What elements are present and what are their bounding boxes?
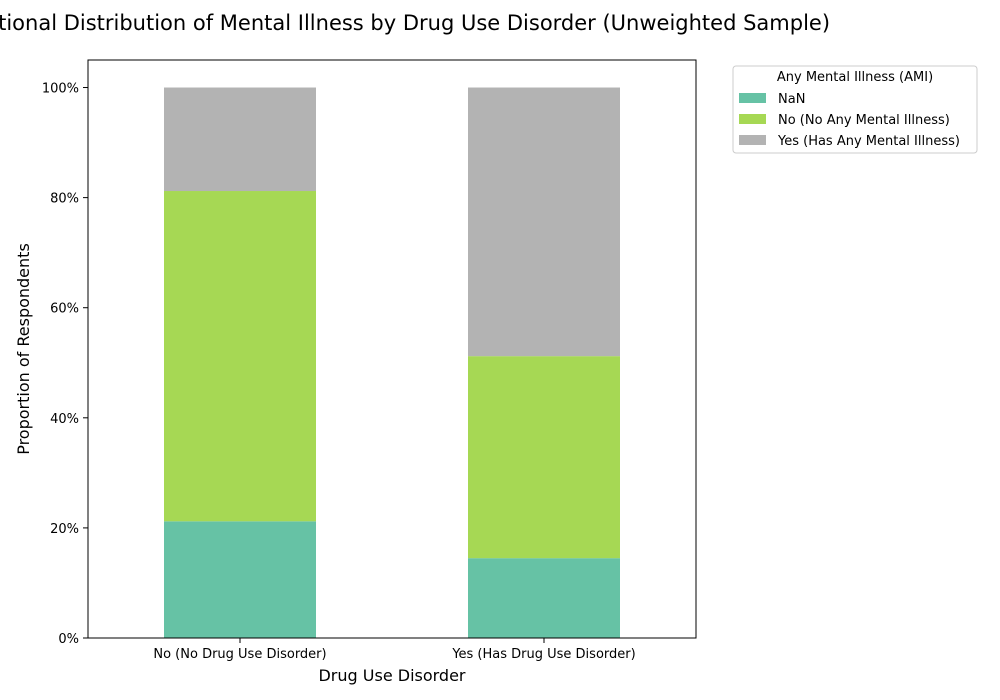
bar-segment-0-2 [164, 87, 316, 192]
y-axis-ticks: 0% 20% 40% 60% 80% 100% [42, 82, 88, 647]
legend-title: Any Mental Illness (AMI) [777, 70, 933, 85]
bar-segment-1-0 [468, 558, 620, 638]
bars-group [164, 87, 620, 638]
y-tick-label: 60% [50, 302, 79, 317]
legend-swatch [739, 114, 766, 124]
y-tick-label: 80% [50, 192, 79, 207]
x-axis-label: Drug Use Disorder [318, 666, 465, 685]
legend-frame [732, 65, 978, 154]
legend-items: NaN No (No Any Mental Illness) Yes (Has An… [739, 92, 960, 149]
bar-segment-0-1 [164, 191, 316, 522]
legend-label: NaN [778, 92, 805, 107]
x-axis-ticks: No (No Drug Use Disorder) Yes (Has Drug U… [153, 638, 636, 662]
legend-swatch [739, 93, 766, 103]
bar-segment-0-0 [164, 521, 316, 638]
plot-frame [87, 59, 697, 639]
y-axis-label: Proportion of Respondents [14, 243, 33, 455]
y-tick-label: 100% [42, 82, 79, 97]
bar-segment-1-2 [468, 87, 620, 357]
y-tick-label: 20% [50, 522, 79, 537]
legend: Any Mental Illness (AMI) NaN No (No Any M… [732, 65, 978, 154]
legend-label: Yes (Has Any Mental Illness) [777, 134, 960, 149]
bar-segment-1-1 [468, 356, 620, 559]
y-tick-label: 40% [50, 412, 79, 427]
chart-title: Proportional Distribution of Mental Illn… [0, 11, 830, 35]
x-tick-label: No (No Drug Use Disorder) [153, 647, 326, 662]
legend-swatch [739, 135, 766, 145]
y-tick-label: 0% [58, 632, 79, 647]
legend-label: No (No Any Mental Illness) [778, 113, 950, 128]
x-tick-label: Yes (Has Drug Use Disorder) [451, 647, 635, 662]
